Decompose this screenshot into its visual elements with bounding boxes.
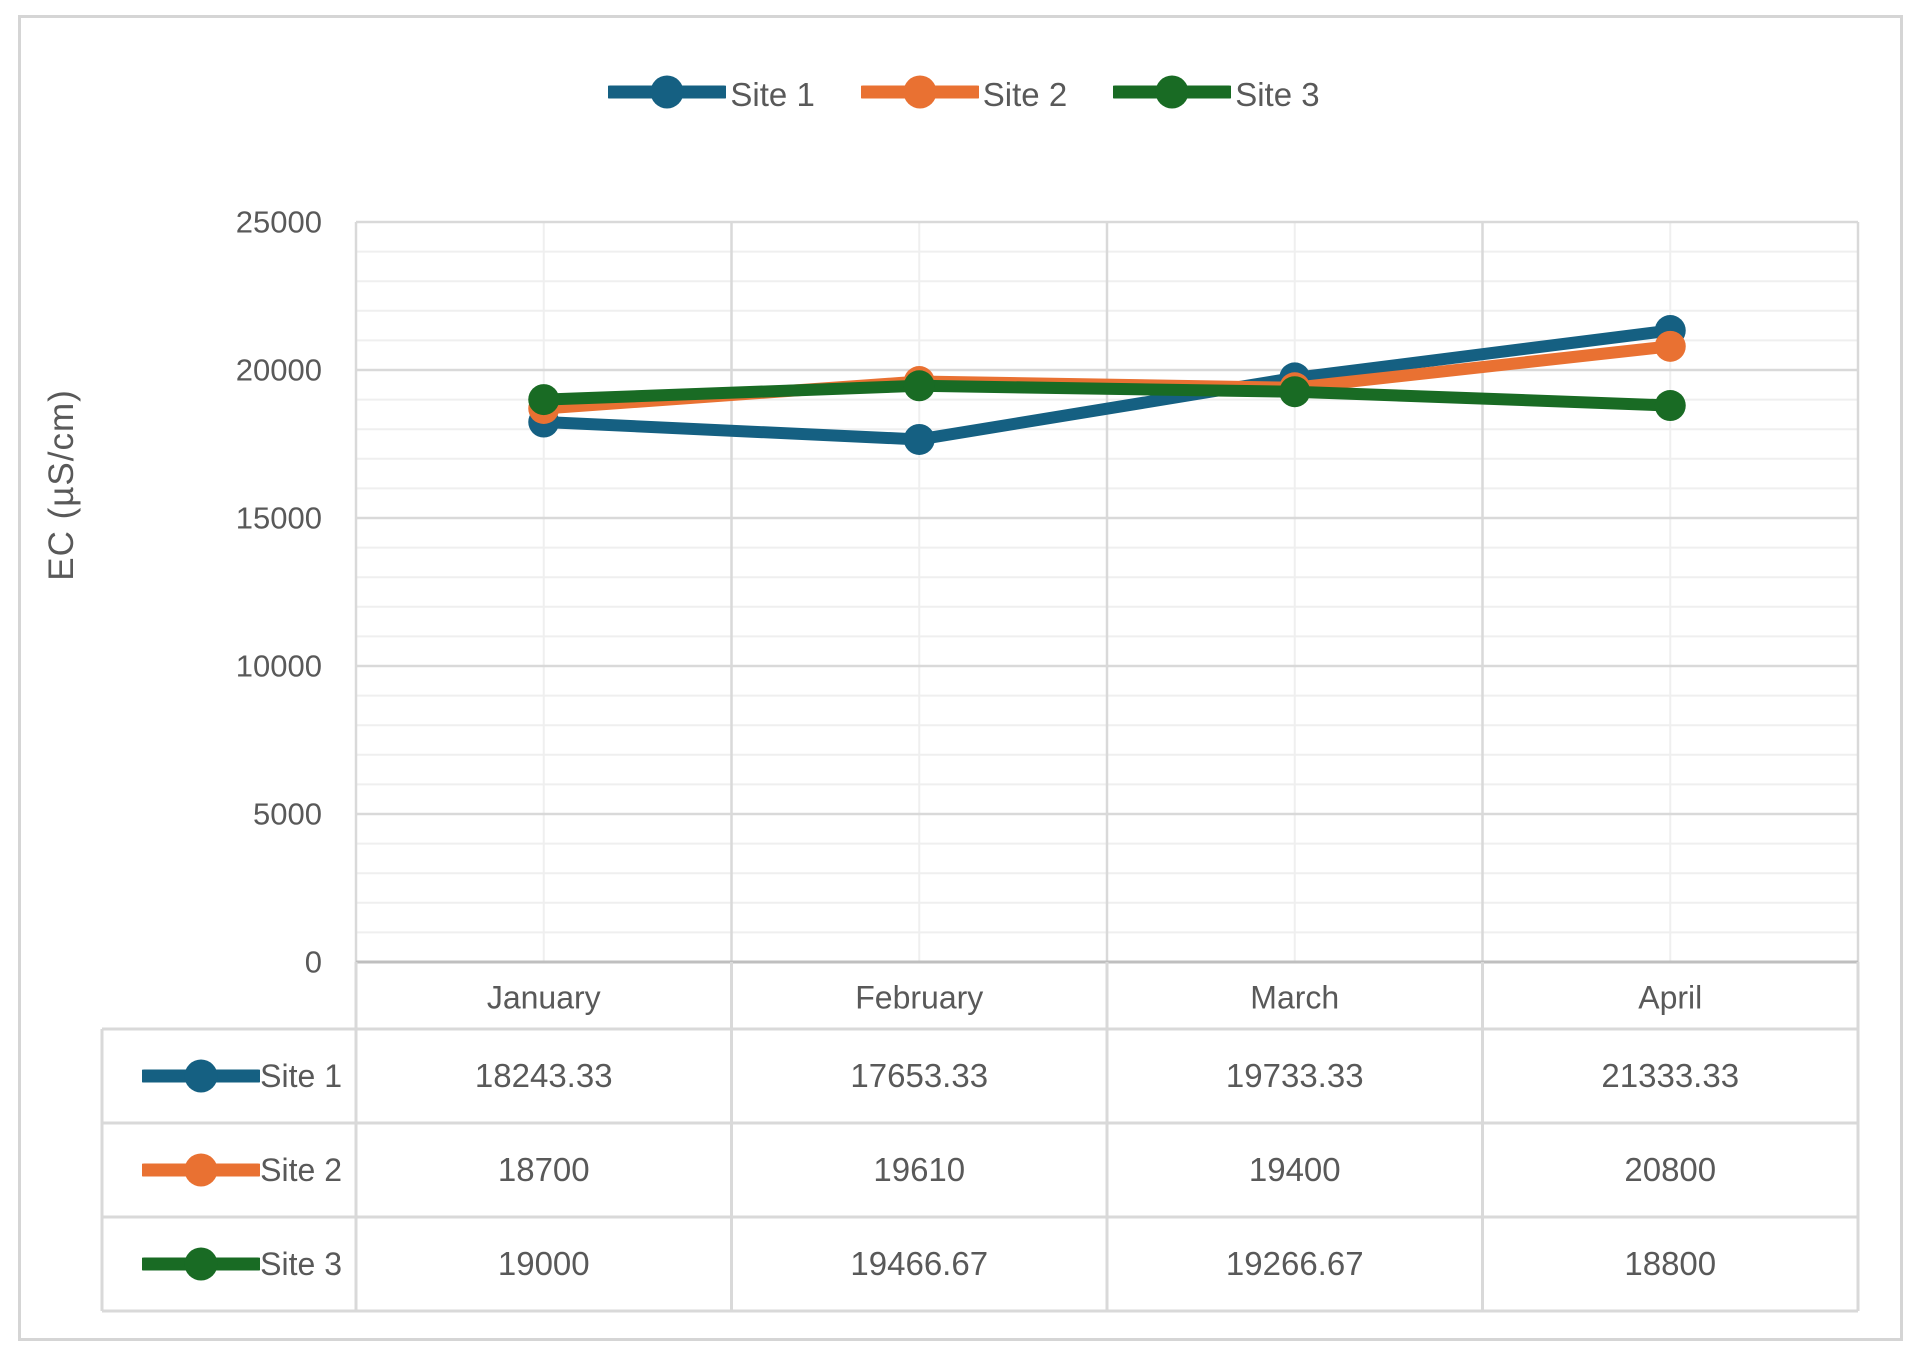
table-cell-site-3-march: 19266.67 (1225, 1245, 1364, 1282)
table-row-label: Site 2 (260, 1152, 342, 1188)
legend-item-site-3: Site 3 (1108, 72, 1320, 117)
site-3-line-marker-icon (142, 1247, 261, 1281)
month-label-march: March (1250, 979, 1340, 1015)
table-cell-site-2-february: 19610 (873, 1151, 966, 1188)
legend-label: Site 1 (730, 75, 815, 113)
table-row-label: Site 3 (260, 1246, 342, 1282)
data-point-site-1-february (903, 423, 935, 455)
y-tick-label-25000: 25000 (235, 204, 322, 240)
y-tick-label-20000: 20000 (235, 352, 322, 388)
table-cell-site-1-april: 21333.33 (1601, 1057, 1740, 1094)
table-cell-site-2-april: 20800 (1624, 1151, 1717, 1188)
site-2-line-marker-icon (142, 1153, 261, 1187)
table-cell-site-1-march: 19733.33 (1225, 1057, 1364, 1094)
site-1-line-marker-icon (142, 1059, 261, 1093)
legend-label: Site 3 (1235, 75, 1320, 113)
table-cell-site-1-february: 17653.33 (850, 1057, 989, 1094)
site-3-line-marker-icon (1108, 72, 1236, 117)
series-line-site-1 (543, 324, 1672, 446)
table-cell-site-1-january: 18243.33 (474, 1057, 613, 1094)
y-tick-label-15000: 15000 (235, 500, 322, 536)
legend-label: Site 2 (982, 75, 1068, 113)
y-tick-label-5000: 5000 (253, 796, 322, 832)
chart-figure (18, 15, 1903, 1341)
data-point-site-3-april (1654, 390, 1686, 422)
table-row-key-site-3: Site 3 (102, 1244, 342, 1284)
data-point-site-3-february (903, 370, 935, 402)
table-cell-site-2-march: 19400 (1248, 1151, 1341, 1188)
legend-item-site-1: Site 1 (603, 72, 815, 117)
site-1-line-marker-icon (603, 72, 731, 117)
month-label-february: February (855, 979, 984, 1015)
site-2-line-marker-icon (856, 72, 984, 117)
series-line-site-3 (543, 379, 1671, 412)
table-row-key-site-2: Site 2 (102, 1150, 342, 1190)
table-cell-site-2-january: 18700 (497, 1151, 590, 1188)
data-point-site-3-march (1279, 376, 1311, 408)
legend-item-site-2: Site 2 (856, 72, 1068, 117)
chart-legend: Site 1 Site 2 Site 3 (0, 66, 1928, 122)
table-row-label: Site 1 (260, 1058, 342, 1094)
table-row-key-site-1: Site 1 (102, 1056, 342, 1096)
y-tick-label-0: 0 (304, 944, 322, 980)
month-label-january: January (486, 979, 601, 1015)
table-cell-site-3-february: 19466.67 (850, 1245, 989, 1282)
data-point-site-3-january (528, 384, 560, 416)
table-cell-site-3-april: 18800 (1624, 1245, 1717, 1282)
table-cell-site-3-january: 19000 (497, 1245, 590, 1282)
month-label-april: April (1638, 979, 1703, 1015)
data-point-site-2-april (1654, 330, 1686, 362)
y-tick-label-10000: 10000 (235, 648, 322, 684)
